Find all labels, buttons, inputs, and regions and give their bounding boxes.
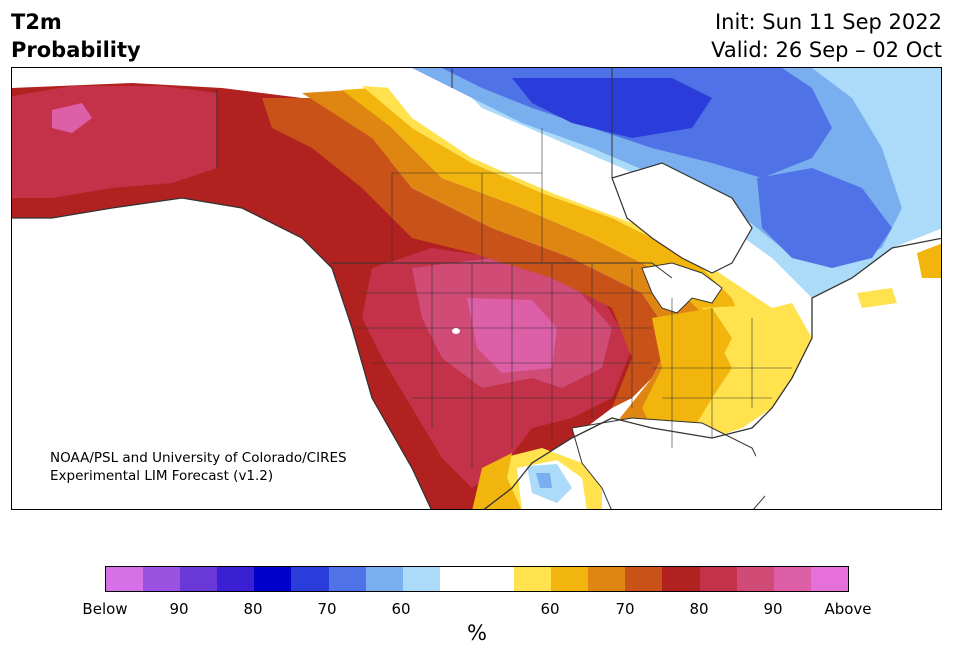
colorbar-segment (439, 567, 477, 591)
colorbar-segment (662, 567, 700, 591)
region-below-50-quebec (757, 168, 892, 268)
colorbar-segment (476, 567, 515, 591)
colorbar-label-above-90: 90 (763, 600, 783, 618)
utah-lake (452, 328, 460, 334)
colorbar-segment (254, 567, 292, 591)
colorbar-segment (810, 567, 848, 591)
colorbar-unit: % (467, 621, 487, 645)
region-above-20-newfoundland (917, 243, 941, 278)
map-svg (12, 68, 941, 509)
colorbar-label-below: Below (82, 600, 128, 618)
colorbar-segment (773, 567, 811, 591)
state-borders (357, 128, 792, 468)
colorbar-segment (402, 567, 440, 591)
init-date: Init: Sun 11 Sep 2022 (714, 10, 942, 34)
colorbar-segment (588, 567, 626, 591)
region-below-30-mexico (536, 473, 552, 488)
colorbar-segment (736, 567, 774, 591)
country-border (216, 68, 673, 279)
colorbar-label-above-60: 60 (540, 600, 560, 618)
region-above-40-band (262, 98, 672, 408)
colorbar-segment (291, 567, 329, 591)
colorbar-label-above: Above (824, 600, 872, 618)
colorbar-segment (514, 567, 552, 591)
colorbar-segment (328, 567, 366, 591)
colorbar-segment (180, 567, 218, 591)
colorbar-segment (551, 567, 589, 591)
colorbar-segment (625, 567, 663, 591)
credit-text: NOAA/PSL and University of Colorado/CIRE… (50, 449, 347, 485)
colorbar-segment (365, 567, 403, 591)
map-title: T2m Probability (11, 8, 141, 64)
colorbar-label-above-80: 80 (689, 600, 709, 618)
colorbar-label-below-70: 70 (317, 600, 337, 618)
valid-range: Valid: 26 Sep – 02 Oct (711, 38, 942, 62)
region-above-20-mexico (472, 453, 522, 509)
colorbar-segment (699, 567, 737, 591)
colorbar-segment (143, 567, 181, 591)
probability-colorbar (105, 566, 849, 592)
colorbar-segment (217, 567, 255, 591)
coastline (12, 197, 941, 509)
region-above-10-nova-scotia (857, 288, 897, 308)
pacific-ocean (12, 198, 432, 509)
forecast-map: NOAA/PSL and University of Colorado/CIRE… (11, 67, 942, 510)
credit-line-2: Experimental LIM Forecast (v1.2) (50, 468, 274, 484)
colorbar-label-above-70: 70 (615, 600, 635, 618)
gulf-of-mexico (571, 417, 773, 509)
region-above-30-band (302, 90, 702, 468)
credit-line-1: NOAA/PSL and University of Colorado/CIRE… (50, 450, 347, 466)
title-type: Probability (11, 38, 141, 62)
region-above-80-alaska (52, 103, 92, 133)
great-lakes (641, 262, 723, 314)
atlantic-ocean (752, 238, 941, 509)
colorbar-segment (106, 567, 144, 591)
forecast-dates: Init: Sun 11 Sep 2022 Valid: 26 Sep – 02… (711, 8, 942, 64)
title-variable: T2m (11, 10, 62, 34)
colorbar-label-below-60: 60 (391, 600, 411, 618)
colorbar-label-below-80: 80 (243, 600, 263, 618)
region-above-10-east (682, 303, 812, 448)
colorbar-label-below-90: 90 (169, 600, 189, 618)
hudson-bay (611, 162, 753, 274)
